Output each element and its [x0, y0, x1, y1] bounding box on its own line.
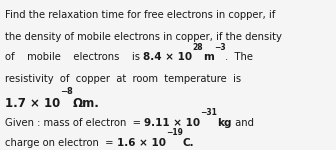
Text: of    mobile    electrons    is: of mobile electrons is [5, 52, 143, 63]
Text: the density of mobile electrons in copper, if the density: the density of mobile electrons in coppe… [5, 32, 282, 42]
Text: Ωm.: Ωm. [73, 97, 100, 110]
Text: charge on electron  =: charge on electron = [5, 138, 117, 148]
Text: −19: −19 [166, 128, 182, 137]
Text: and: and [232, 118, 254, 128]
Text: −8: −8 [60, 87, 73, 96]
Text: 8.4 × 10: 8.4 × 10 [143, 52, 192, 63]
Text: 28: 28 [192, 43, 203, 52]
Text: −3: −3 [214, 43, 225, 52]
Text: 1.6 × 10: 1.6 × 10 [117, 138, 166, 148]
Text: Find the relaxation time for free electrons in copper, if: Find the relaxation time for free electr… [5, 11, 276, 21]
Text: kg: kg [217, 118, 232, 128]
Text: m: m [203, 52, 214, 63]
Text: C.: C. [182, 138, 194, 148]
Text: resistivity  of  copper  at  room  temperature  is: resistivity of copper at room temperatur… [5, 74, 241, 84]
Text: −31: −31 [200, 108, 217, 117]
Text: Given : mass of electron  =: Given : mass of electron = [5, 118, 144, 128]
Text: 9.11 × 10: 9.11 × 10 [144, 118, 200, 128]
Text: .  The: . The [225, 52, 253, 63]
Text: 1.7 × 10: 1.7 × 10 [5, 97, 60, 110]
